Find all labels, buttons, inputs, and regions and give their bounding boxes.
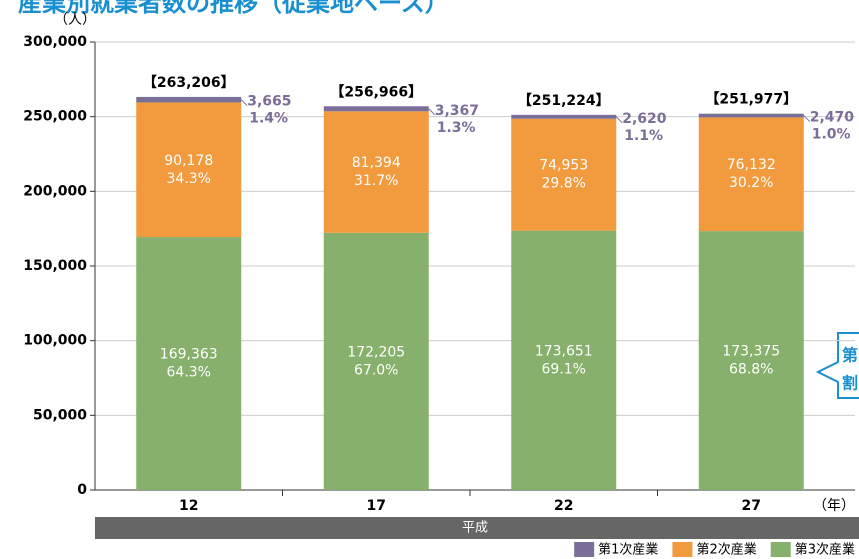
- segment-label: 173,651: [535, 343, 593, 359]
- x-tick-label: 22: [554, 498, 573, 514]
- segment-share: 30.2%: [729, 175, 773, 191]
- total-label: 【251,224】: [518, 93, 610, 109]
- segment-label: 2,470: [810, 110, 855, 126]
- era-label: 平成: [462, 521, 488, 536]
- segment-label: 3,665: [247, 94, 291, 110]
- segment-label: 3,367: [435, 103, 479, 119]
- callout: [815, 332, 859, 399]
- segment-label: 169,363: [160, 347, 218, 363]
- x-tick-label: 27: [742, 498, 761, 514]
- segment-share: 68.8%: [729, 362, 773, 378]
- segment-label: 173,375: [722, 344, 780, 360]
- bar-segment: [698, 117, 804, 232]
- y-tick-label: 50,000: [33, 407, 87, 423]
- segment-label: 74,953: [539, 158, 588, 174]
- bar-segment: [511, 118, 617, 231]
- segment-label: 172,205: [347, 344, 405, 360]
- legend-swatch: [672, 542, 693, 557]
- x-tick-label: 12: [179, 498, 198, 514]
- leader-line: [428, 108, 436, 116]
- segment-label: 2,620: [622, 111, 667, 127]
- bar-segment: [136, 96, 242, 103]
- y-unit: （人）: [54, 12, 96, 28]
- bar-segment: [323, 232, 429, 491]
- bar-segment: [698, 113, 804, 118]
- segment-label: 76,132: [727, 157, 776, 173]
- bar-segment: [323, 111, 429, 233]
- chart-title: 産業別就業者数の推移（従業地ベース）: [18, 0, 449, 17]
- bar-segment: [511, 230, 617, 491]
- segment-share: 1.1%: [624, 128, 663, 144]
- y-tick-label: 100,000: [23, 333, 87, 349]
- bar-segment: [136, 102, 242, 238]
- total-label: 【256,966】: [330, 84, 422, 100]
- bar-segment: [511, 114, 617, 119]
- bar-segment: [136, 237, 242, 490]
- total-label: 【251,977】: [705, 92, 797, 108]
- y-tick-label: 200,000: [23, 183, 87, 199]
- x-tick-label: 17: [367, 498, 386, 514]
- segment-share: 29.8%: [542, 176, 586, 192]
- leader-line: [615, 116, 623, 124]
- segment-share: 1.3%: [437, 120, 476, 136]
- y-tick-label: 150,000: [23, 258, 87, 274]
- segment-share: 31.7%: [354, 173, 398, 189]
- segment-label: 90,178: [164, 153, 213, 169]
- segment-share: 34.3%: [167, 171, 211, 187]
- annotation: 割: [842, 374, 858, 393]
- segment-label: 81,394: [352, 155, 401, 171]
- y-tick-label: 250,000: [23, 109, 87, 125]
- segment-share: 67.0%: [354, 362, 398, 378]
- y-tick-label: 0: [77, 482, 87, 498]
- y-tick-label: 300,000: [23, 34, 87, 50]
- leader-line: [803, 115, 811, 122]
- legend-label: 第2次産業: [696, 542, 756, 558]
- leader-line: [240, 99, 248, 107]
- era-band: [95, 517, 859, 539]
- bar-segment: [323, 106, 429, 112]
- segment-share: 69.1%: [542, 361, 586, 377]
- legend-swatch: [770, 542, 791, 557]
- annotation: 第: [842, 346, 858, 365]
- bar-segment: [698, 231, 804, 491]
- legend-swatch: [574, 542, 595, 557]
- segment-share: 1.4%: [249, 111, 288, 127]
- legend-label: 第3次産業: [795, 542, 855, 558]
- total-label: 【263,206】: [143, 75, 235, 91]
- segment-share: 1.0%: [812, 127, 851, 143]
- x-unit: （年）: [813, 498, 855, 514]
- legend-label: 第1次産業: [598, 542, 658, 558]
- segment-share: 64.3%: [167, 365, 211, 381]
